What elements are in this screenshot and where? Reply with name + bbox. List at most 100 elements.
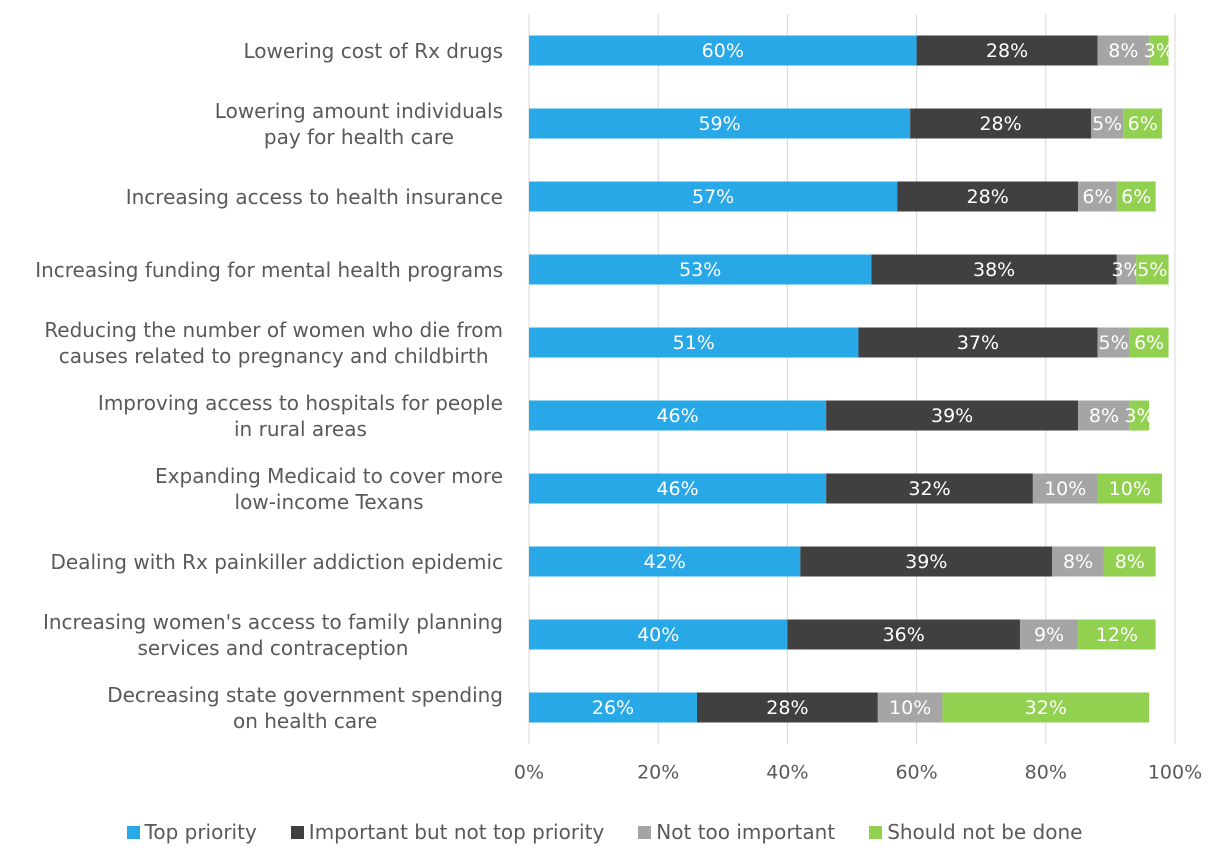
bar-segment xyxy=(826,400,1079,431)
category-label: Increasing women's access to family plan… xyxy=(43,609,503,661)
bar-segment xyxy=(529,692,697,723)
data-label: 8% xyxy=(1089,405,1119,427)
bar-segment xyxy=(1116,254,1137,285)
bar-segment xyxy=(910,108,1092,139)
data-label: 28% xyxy=(967,186,1009,208)
category-text: Increasing funding for mental health pro… xyxy=(35,257,503,282)
bar-segment xyxy=(1091,108,1124,139)
data-label: 5% xyxy=(1099,332,1129,354)
data-label: 59% xyxy=(698,113,740,135)
x-tick-label: 0% xyxy=(514,762,544,784)
category-text: Improving access to hospitals for people… xyxy=(97,390,503,441)
legend-item: Should not be done xyxy=(869,820,1082,844)
data-label: 10% xyxy=(1044,478,1086,500)
legend-label: Should not be done xyxy=(887,820,1083,844)
bar-segment xyxy=(1103,546,1156,577)
data-label: 32% xyxy=(1025,697,1067,719)
bar-segment xyxy=(897,181,1079,212)
legend-swatch xyxy=(126,825,140,839)
legend-item: Important but not top priority xyxy=(290,820,605,844)
bar-segment xyxy=(529,327,859,358)
bar-segment xyxy=(826,473,1033,504)
bar-segment xyxy=(529,35,917,66)
category-text: Decreasing state government spending on … xyxy=(107,682,503,733)
data-label: 6% xyxy=(1121,186,1151,208)
data-label: 6% xyxy=(1082,186,1112,208)
bar-segment xyxy=(1136,254,1169,285)
category-text: Reducing the number of women who die fro… xyxy=(44,317,503,368)
bar-segment xyxy=(1123,108,1163,139)
data-label: 53% xyxy=(679,259,721,281)
legend: Top priority Important but not top priori… xyxy=(0,820,1209,844)
legend-swatch xyxy=(638,825,652,839)
legend-swatch xyxy=(869,825,883,839)
data-label: 28% xyxy=(979,113,1021,135)
bar-segment xyxy=(529,619,788,650)
category-text: Lowering amount individuals pay for heal… xyxy=(214,98,503,149)
bar-segment xyxy=(1097,473,1163,504)
bar-segment xyxy=(1129,400,1150,431)
data-label: 39% xyxy=(905,551,947,573)
data-label: 6% xyxy=(1134,332,1164,354)
data-label: 37% xyxy=(957,332,999,354)
data-label: 10% xyxy=(1109,478,1151,500)
legend-swatch xyxy=(290,825,304,839)
bar-segment xyxy=(871,254,1117,285)
data-label: 3% xyxy=(1111,259,1141,281)
bar-segment xyxy=(800,546,1053,577)
bar-segment xyxy=(942,692,1150,723)
bar-segment xyxy=(529,254,872,285)
data-label: 51% xyxy=(673,332,715,354)
data-label: 42% xyxy=(644,551,686,573)
x-tick-label: 40% xyxy=(766,762,808,784)
bar-segment xyxy=(1097,35,1150,66)
bar-segment xyxy=(696,692,878,723)
category-label: Increasing funding for mental health pro… xyxy=(35,257,503,283)
data-label: 3% xyxy=(1144,40,1174,62)
category-label: Increasing access to health insurance xyxy=(126,184,503,210)
bar-segment xyxy=(787,619,1020,650)
data-label: 8% xyxy=(1108,40,1138,62)
bar-segment xyxy=(1032,473,1098,504)
legend-label: Not too important xyxy=(656,820,836,844)
bar-segment xyxy=(1149,35,1169,66)
data-label: 26% xyxy=(592,697,634,719)
category-label: Improving access to hospitals for people… xyxy=(98,390,503,442)
data-label: 32% xyxy=(908,478,950,500)
data-label: 46% xyxy=(656,405,698,427)
bar-segment xyxy=(1078,619,1156,650)
x-tick-label: 80% xyxy=(1025,762,1067,784)
x-tick-label: 100% xyxy=(1148,762,1202,784)
category-label: Dealing with Rx painkiller addiction epi… xyxy=(51,549,503,575)
legend-item: Top priority xyxy=(126,820,257,844)
category-text: Increasing women's access to family plan… xyxy=(42,609,503,660)
bar-segment xyxy=(529,400,827,431)
data-label: 40% xyxy=(637,624,679,646)
bar-segment xyxy=(1078,181,1117,212)
category-label: Lowering cost of Rx drugs xyxy=(244,38,503,64)
data-label: 12% xyxy=(1096,624,1138,646)
data-label: 60% xyxy=(702,40,744,62)
data-label: 10% xyxy=(889,697,931,719)
bar-segment xyxy=(529,473,827,504)
data-label: 57% xyxy=(692,186,734,208)
legend-label: Important but not top priority xyxy=(308,820,605,844)
data-label: 39% xyxy=(931,405,973,427)
data-label: 9% xyxy=(1034,624,1064,646)
bar-segment xyxy=(916,35,1098,66)
legend-label: Top priority xyxy=(144,820,257,844)
category-text: Dealing with Rx painkiller addiction epi… xyxy=(50,549,503,574)
bar-segment xyxy=(877,692,943,723)
data-label: 8% xyxy=(1115,551,1145,573)
category-label: Reducing the number of women who die fro… xyxy=(44,317,503,369)
category-text: Increasing access to health insurance xyxy=(125,184,503,209)
category-text: Lowering cost of Rx drugs xyxy=(243,38,503,63)
data-label: 28% xyxy=(766,697,808,719)
bar-segment xyxy=(529,546,801,577)
category-label: Decreasing state government spending on … xyxy=(107,682,503,734)
bar-segment xyxy=(529,181,898,212)
bar-segment xyxy=(1019,619,1079,650)
bar-segment xyxy=(858,327,1098,358)
